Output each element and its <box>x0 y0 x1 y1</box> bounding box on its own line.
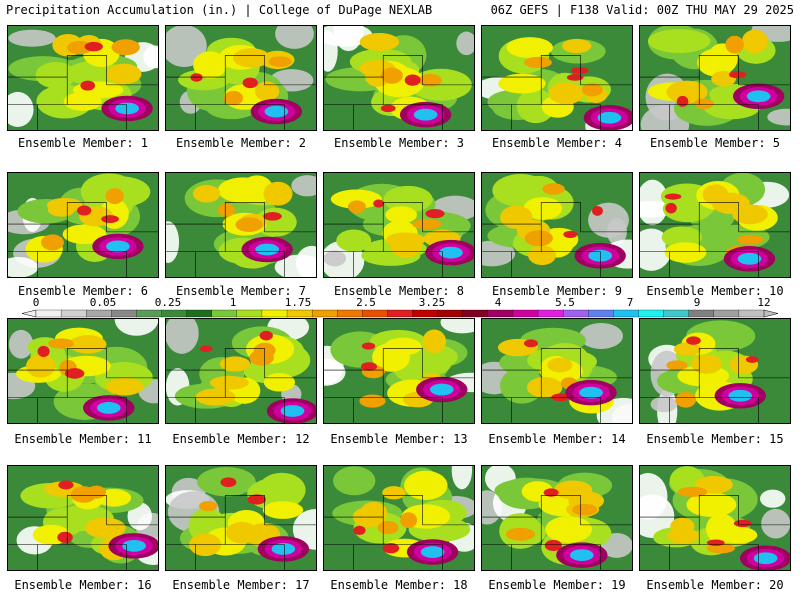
scale-arrow-max <box>763 309 779 318</box>
ensemble-map-17 <box>165 465 317 571</box>
ensemble-member-label: Ensemble Member: 20 <box>646 578 784 592</box>
scale-tick-label: 7 <box>626 296 634 309</box>
ensemble-map-14 <box>481 318 633 424</box>
ensemble-member-label: Ensemble Member: 17 <box>172 578 310 592</box>
ensemble-map-20 <box>639 465 791 571</box>
ensemble-map-1 <box>7 25 159 131</box>
ensemble-member-label: Ensemble Member: 13 <box>330 432 468 446</box>
scale-swatch <box>437 309 464 318</box>
run-valid-time: 06Z GEFS | F138 Valid: 00Z THU MAY 29 20… <box>490 3 794 17</box>
scale-swatch <box>688 309 715 318</box>
scale-swatch <box>236 309 263 318</box>
scale-tick-label: 12 <box>757 296 771 309</box>
scale-tick-label: 0.05 <box>89 296 117 309</box>
chart-title: Precipitation Accumulation (in.) | Colle… <box>6 3 433 17</box>
ensemble-member-label: Ensemble Member: 6 <box>17 284 149 298</box>
scale-swatch <box>362 309 389 318</box>
ensemble-map-15 <box>639 318 791 424</box>
scale-tick-label: 0.25 <box>154 296 182 309</box>
ensemble-map-12 <box>165 318 317 424</box>
ensemble-member-label: Ensemble Member: 8 <box>333 284 465 298</box>
ensemble-map-11 <box>7 318 159 424</box>
scale-swatch <box>613 309 640 318</box>
scale-swatch <box>588 309 615 318</box>
ensemble-member-label: Ensemble Member: 3 <box>333 136 465 150</box>
scale-swatch <box>412 309 439 318</box>
scale-swatch <box>487 309 514 318</box>
ensemble-map-18 <box>323 465 475 571</box>
ensemble-member-label: Ensemble Member: 19 <box>488 578 626 592</box>
scale-swatch <box>60 309 87 318</box>
ensemble-map-8 <box>323 172 475 278</box>
scale-swatch <box>286 309 313 318</box>
scale-tick-label: 2.5 <box>356 296 376 309</box>
color-scale-bar <box>21 309 779 318</box>
ensemble-member-label: Ensemble Member: 11 <box>14 432 152 446</box>
ensemble-map-10 <box>639 172 791 278</box>
ensemble-map-7 <box>165 172 317 278</box>
ensemble-map-5 <box>639 25 791 131</box>
ensemble-member-label: Ensemble Member: 1 <box>17 136 149 150</box>
scale-swatch <box>111 309 138 318</box>
ensemble-member-label: Ensemble Member: 14 <box>488 432 626 446</box>
scale-tick-label: 1 <box>229 296 237 309</box>
scale-swatch <box>638 309 665 318</box>
scale-swatch <box>387 309 414 318</box>
ensemble-member-label: Ensemble Member: 15 <box>646 432 784 446</box>
ensemble-map-6 <box>7 172 159 278</box>
scale-swatch <box>186 309 213 318</box>
scale-swatch <box>512 309 539 318</box>
ensemble-member-label: Ensemble Member: 12 <box>172 432 310 446</box>
scale-swatch <box>161 309 188 318</box>
scale-swatch <box>211 309 238 318</box>
scale-tick-label: 0 <box>32 296 40 309</box>
scale-swatch <box>738 309 765 318</box>
scale-tick-label: 1.75 <box>284 296 312 309</box>
ensemble-map-13 <box>323 318 475 424</box>
ensemble-map-9 <box>481 172 633 278</box>
scale-tick-label: 4 <box>494 296 502 309</box>
ensemble-member-label: Ensemble Member: 7 <box>175 284 307 298</box>
ensemble-member-label: Ensemble Member: 10 <box>646 284 784 298</box>
scale-swatch <box>537 309 564 318</box>
ensemble-map-3 <box>323 25 475 131</box>
ensemble-member-label: Ensemble Member: 2 <box>175 136 307 150</box>
scale-tick-label: 9 <box>693 296 701 309</box>
scale-swatch <box>311 309 338 318</box>
scale-swatch <box>713 309 740 318</box>
ensemble-member-label: Ensemble Member: 9 <box>491 284 623 298</box>
ensemble-map-2 <box>165 25 317 131</box>
scale-swatch <box>261 309 288 318</box>
scale-swatch <box>337 309 363 318</box>
scale-swatch <box>86 309 112 318</box>
scale-tick-label: 3.25 <box>418 296 446 309</box>
scale-arrow-min <box>21 309 37 318</box>
ensemble-map-4 <box>481 25 633 131</box>
ensemble-map-16 <box>7 465 159 571</box>
ensemble-map-19 <box>481 465 633 571</box>
ensemble-member-label: Ensemble Member: 5 <box>649 136 781 150</box>
ensemble-member-label: Ensemble Member: 16 <box>14 578 152 592</box>
scale-swatch <box>462 309 489 318</box>
scale-swatch <box>563 309 589 318</box>
scale-tick-label: 5.5 <box>555 296 575 309</box>
ensemble-member-label: Ensemble Member: 18 <box>330 578 468 592</box>
scale-swatch <box>35 309 62 318</box>
scale-swatch <box>663 309 690 318</box>
ensemble-member-label: Ensemble Member: 4 <box>491 136 623 150</box>
scale-swatch <box>136 309 163 318</box>
